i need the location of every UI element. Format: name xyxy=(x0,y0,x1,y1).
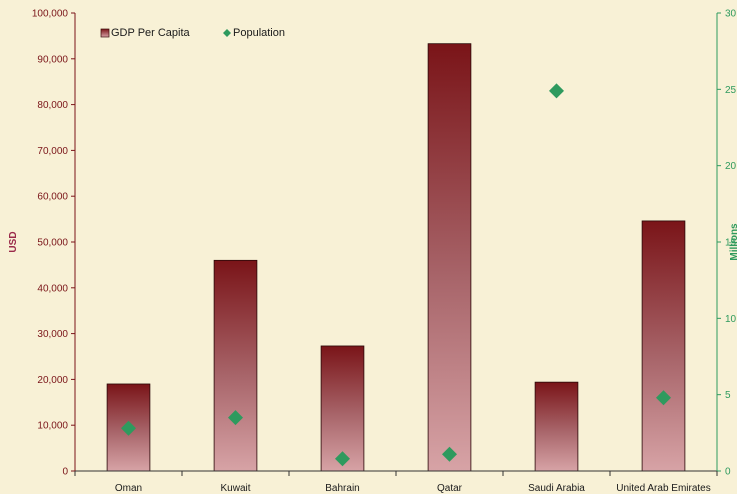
bar-gdp-per-capita xyxy=(427,43,472,472)
legend: GDP Per Capita Population xyxy=(100,27,285,39)
right-axis-title: Millions xyxy=(729,223,737,261)
right-tick-label: 25 xyxy=(725,85,737,96)
right-tick-label: 30 xyxy=(725,9,737,20)
x-tick-label: United Arab Emirates xyxy=(616,483,711,494)
bar-gdp-per-capita xyxy=(320,345,365,472)
legend-label-population: Population xyxy=(233,27,285,39)
bar-gdp-per-capita xyxy=(534,381,579,472)
left-tick-label: 30,000 xyxy=(37,329,68,340)
x-tick-label: Kuwait xyxy=(220,483,250,494)
left-tick-label: 80,000 xyxy=(37,100,68,111)
legend-label-gdp: GDP Per Capita xyxy=(111,27,191,39)
left-tick-label: 20,000 xyxy=(37,375,68,386)
point-population xyxy=(442,446,457,462)
left-tick-label: 40,000 xyxy=(37,283,68,294)
left-tick-label: 90,000 xyxy=(37,54,68,65)
point-population xyxy=(549,83,564,99)
left-tick-label: 100,000 xyxy=(32,9,69,20)
right-tick-label: 15 xyxy=(725,238,737,249)
x-tick-label: Oman xyxy=(115,483,142,494)
x-tick-label: Qatar xyxy=(437,483,463,494)
x-tick-label: Bahrain xyxy=(325,483,359,494)
left-tick-label: 50,000 xyxy=(37,238,68,249)
legend-swatch-population xyxy=(223,29,231,37)
points-layer xyxy=(121,83,671,467)
right-tick-label: 10 xyxy=(725,314,737,325)
ticks-layer: 0 10,000 20,000 30,000 40,000 50,000 60,000 70,… xyxy=(32,9,737,494)
left-tick-label: 60,000 xyxy=(37,192,68,203)
point-population xyxy=(656,390,671,406)
left-tick-label: 0 xyxy=(62,467,68,478)
right-tick-label: 20 xyxy=(725,161,737,172)
point-population xyxy=(121,420,136,436)
right-tick-label: 5 xyxy=(725,390,731,401)
point-population xyxy=(228,410,243,426)
left-axis-title: USD xyxy=(8,231,19,252)
bar-gdp-per-capita xyxy=(213,259,258,472)
legend-swatch-gdp xyxy=(100,28,110,38)
axes-layer xyxy=(74,13,718,472)
bars-layer xyxy=(106,43,686,472)
point-population xyxy=(335,451,350,467)
x-tick-label: Saudi Arabia xyxy=(528,483,585,494)
left-tick-label: 10,000 xyxy=(37,421,68,432)
bar-gdp-per-capita xyxy=(641,220,686,472)
left-tick-label: 70,000 xyxy=(37,146,68,157)
right-tick-label: 0 xyxy=(725,467,731,478)
